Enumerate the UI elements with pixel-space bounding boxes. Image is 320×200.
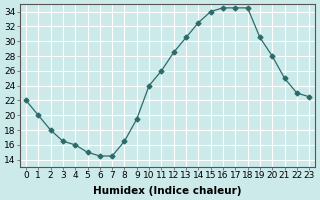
X-axis label: Humidex (Indice chaleur): Humidex (Indice chaleur) (93, 186, 242, 196)
